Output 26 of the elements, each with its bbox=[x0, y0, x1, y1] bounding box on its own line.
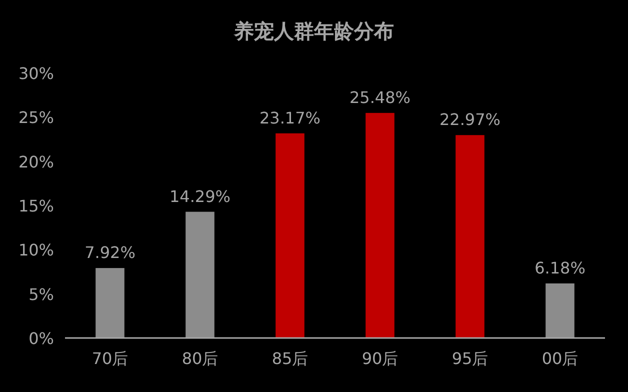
y-tick-label: 30% bbox=[18, 64, 54, 83]
x-tick-label: 95后 bbox=[452, 349, 488, 368]
bar bbox=[546, 283, 574, 338]
data-label: 7.92% bbox=[84, 243, 136, 262]
data-label: 22.97% bbox=[439, 110, 501, 130]
bar bbox=[96, 268, 124, 338]
y-tick-label: 5% bbox=[28, 284, 54, 304]
x-tick-label: 80后 bbox=[182, 349, 218, 368]
bar bbox=[186, 212, 214, 338]
y-tick-label: 25% bbox=[18, 108, 54, 128]
data-label: 6.18% bbox=[534, 258, 586, 278]
x-tick-label: 90后 bbox=[362, 349, 398, 368]
y-tick-label: 15% bbox=[18, 196, 54, 216]
y-tick-label: 10% bbox=[18, 240, 54, 260]
data-label: 14.29% bbox=[169, 186, 231, 206]
data-label: 23.17% bbox=[259, 108, 321, 128]
chart-title: 养宠人群年龄分布 bbox=[233, 19, 394, 43]
data-label: 25.48% bbox=[349, 88, 411, 107]
bar bbox=[456, 135, 484, 338]
x-tick-label: 85后 bbox=[272, 349, 308, 368]
bar bbox=[366, 112, 394, 338]
bar bbox=[276, 133, 304, 338]
x-tick-label: 00后 bbox=[542, 349, 578, 368]
x-tick-label: 70后 bbox=[92, 349, 128, 368]
y-tick-label: 0% bbox=[28, 329, 54, 348]
y-tick-label: 20% bbox=[18, 152, 54, 172]
